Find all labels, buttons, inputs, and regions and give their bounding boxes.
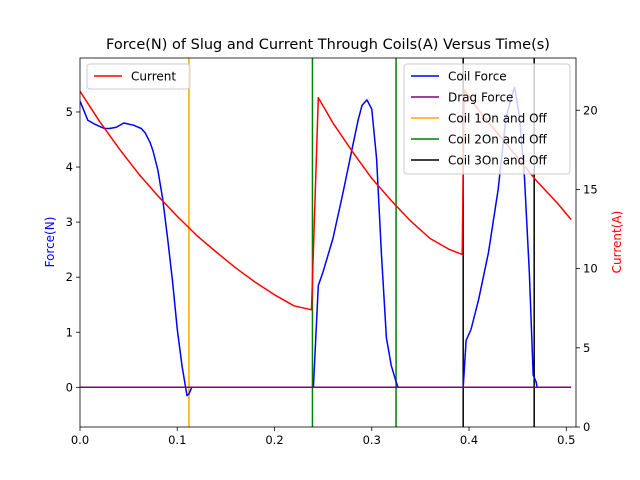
y-left-tick-label: 5: [66, 105, 73, 119]
legend-label: Coil 2On and Off: [448, 133, 548, 147]
legend-current: Current: [86, 63, 191, 90]
legend-current-box: [86, 63, 191, 90]
y-left-tick-label: 2: [66, 270, 73, 284]
y-axis-left: 0 1 2 3 4 5: [66, 105, 80, 394]
y-right-tick-label: 15: [583, 182, 598, 196]
x-axis: 0.0 0.1 0.2 0.3 0.4 0.5: [71, 427, 575, 447]
y-right-tick-label: 5: [583, 341, 590, 355]
y-right-tick-label: 10: [583, 262, 598, 276]
x-tick-label: 0.4: [460, 433, 478, 447]
legend-label: Coil 3On and Off: [448, 154, 548, 168]
y-left-tick-label: 1: [66, 325, 73, 339]
chart-title: Force(N) of Slug and Current Through Coi…: [106, 37, 550, 53]
legend-forces-box: [403, 63, 571, 175]
legend-label: Current: [131, 70, 176, 84]
legend-label: Coil 1On and Off: [448, 112, 548, 126]
y-left-tick-label: 4: [66, 160, 73, 174]
x-tick-label: 0.0: [71, 433, 89, 447]
x-tick-label: 0.2: [265, 433, 283, 447]
x-tick-label: 0.5: [557, 433, 575, 447]
y-left-tick-label: 0: [66, 380, 73, 394]
legend-forces: Coil Force Drag Force Coil 1On and Off Coil…: [403, 63, 571, 175]
legend-label: Coil Force: [448, 70, 507, 84]
legend-label: Drag Force: [448, 91, 513, 105]
y-axis-right: 0 5 10 15 20: [576, 103, 598, 434]
y-right-tick-label: 0: [583, 420, 590, 434]
plot-frame: [79, 57, 577, 428]
x-tick-label: 0.3: [363, 433, 381, 447]
y-axis-right-label: Current(A): [610, 211, 624, 274]
x-tick-label: 0.1: [168, 433, 186, 447]
y-right-tick-label: 20: [583, 103, 598, 117]
y-left-tick-label: 3: [66, 215, 73, 229]
y-axis-left-label: Force(N): [43, 217, 57, 268]
